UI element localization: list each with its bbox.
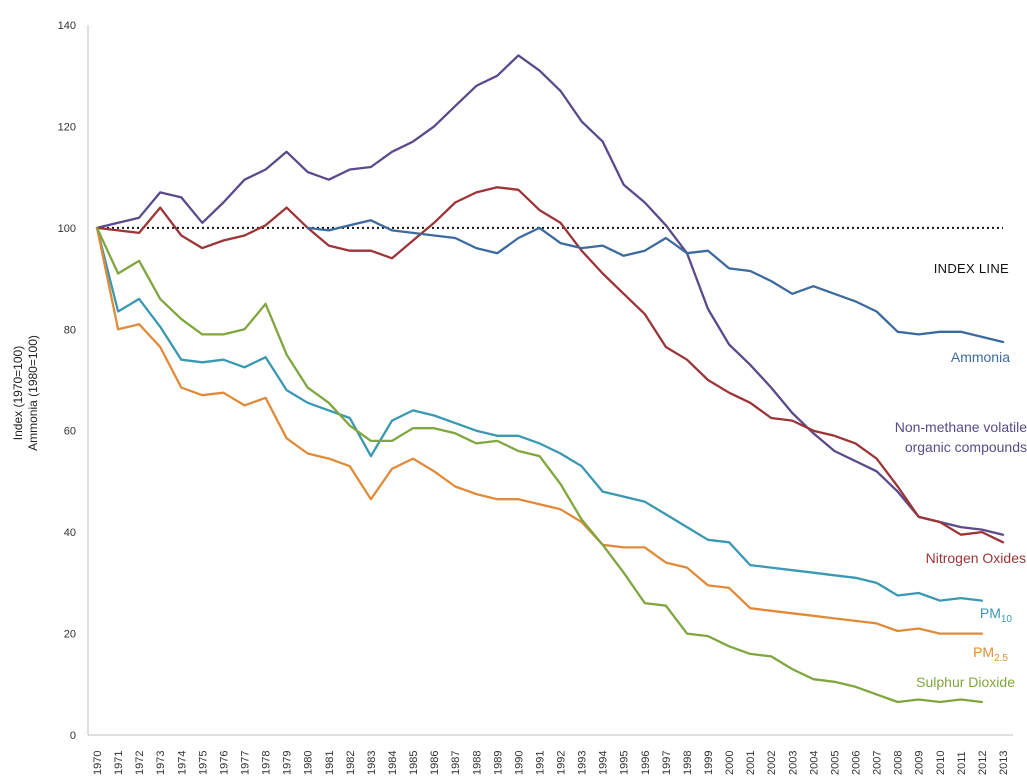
x-tick-label: 1996 [640, 751, 652, 775]
x-tick-label: 2008 [893, 751, 905, 775]
x-tick-label: 1992 [556, 751, 568, 775]
y-tick-label: 20 [64, 629, 76, 641]
x-tick-label: 2009 [914, 751, 926, 775]
series-line-ammonia [306, 219, 1005, 344]
index-line-group: INDEX LINE [97, 226, 1009, 276]
x-tick-label: 1976 [218, 751, 230, 775]
y-tick-label: 0 [70, 730, 76, 742]
x-tick-label: 1971 [113, 751, 125, 775]
x-tick-label: 1970 [92, 751, 104, 775]
series-label-non-methane-volatile-organic-compounds: organic compounds [905, 439, 1027, 455]
x-tick-label: 1988 [471, 751, 483, 775]
series-line-sulphur-dioxide [95, 226, 984, 704]
x-tick-label: 1999 [703, 751, 715, 775]
x-tick-label: 1990 [513, 751, 525, 775]
y-axis-title: Index (1970=100) Ammonia (1980=100) [11, 335, 40, 451]
x-tick-label: 2003 [787, 751, 799, 775]
series-lines [95, 54, 1005, 704]
y-tick-label: 100 [58, 223, 76, 235]
y-tick-label: 120 [58, 121, 76, 133]
x-tick-label: 2006 [851, 751, 863, 775]
x-tick-label: 1979 [282, 751, 294, 775]
x-tick-label: 1981 [324, 751, 336, 775]
x-tick-label: 1986 [429, 751, 441, 775]
x-tick-label: 2011 [956, 751, 968, 775]
series-line-pm10 [95, 226, 984, 602]
x-tick-label: 2012 [977, 751, 989, 775]
x-tick-labels: 1970 1971 1972 1973 1974 1975 1976 1977 1978 1979… [92, 751, 1010, 775]
series-label-pm2-5: PM2.5 [973, 644, 1008, 664]
series-label-non-methane-volatile-organic-compounds: Non-methane volatile [895, 419, 1027, 435]
x-tick-label: 1978 [261, 751, 273, 775]
x-tick-label: 2001 [745, 751, 757, 775]
series-label-ammonia: Ammonia [951, 349, 1010, 365]
series-labels: Non-methane volatile organic compounds Nit… [895, 349, 1027, 690]
x-tick-label: 2000 [724, 751, 736, 775]
x-tick-label: 2010 [935, 751, 947, 775]
y-tick-label: 40 [64, 527, 76, 539]
x-tick-label: 1985 [408, 751, 420, 775]
y-tick-labels: 0 20 40 60 80 100 120 140 [58, 20, 76, 742]
series-label-nitrogen-oxides: Nitrogen Oxides [926, 550, 1026, 566]
x-tick-label: 1983 [366, 751, 378, 775]
x-tick-label: 1972 [134, 751, 146, 775]
y-tick-label: 80 [64, 324, 76, 336]
series-line-non-methane-volatile-organic-compounds [95, 54, 1005, 536]
x-tick-label: 2004 [808, 751, 820, 775]
x-tick-label: 2013 [998, 751, 1010, 775]
x-tick-label: 1995 [619, 751, 631, 775]
x-tick-label: 1991 [534, 751, 546, 775]
x-tick-label: 1977 [239, 751, 251, 775]
x-axis: 1970 1971 1972 1973 1974 1975 1976 1977 1978 1979… [88, 734, 1013, 775]
x-tick-label: 1993 [577, 751, 589, 775]
y-tick-label: 140 [58, 20, 76, 32]
x-tick-label: 1973 [155, 751, 167, 775]
x-tick-label: 2005 [829, 751, 841, 775]
x-tick-label: 1975 [197, 751, 209, 775]
series-label-sulphur-dioxide: Sulphur Dioxide [916, 674, 1015, 690]
x-tick-label: 1997 [661, 751, 673, 775]
y-axis-title-line-1: Index (1970=100) [11, 346, 25, 440]
x-tick-label: 2007 [872, 751, 884, 775]
series-line-pm2-5 [95, 226, 984, 635]
x-tick-label: 1998 [682, 751, 694, 775]
x-tick-label: 2002 [766, 751, 778, 775]
series-label-pm10: PM10 [980, 605, 1013, 625]
index-line-label: INDEX LINE [934, 261, 1009, 276]
series-line-nitrogen-oxides [95, 186, 1005, 544]
y-tick-label: 60 [64, 426, 76, 438]
x-tick-label: 1980 [303, 751, 315, 775]
x-tick-label: 1989 [492, 751, 504, 775]
x-tick-label: 1994 [598, 751, 610, 775]
x-tick-label: 1984 [387, 751, 399, 775]
x-tick-label: 1982 [345, 751, 357, 775]
y-axis-title-line-2: Ammonia (1980=100) [26, 335, 40, 451]
y-axis: 0 20 40 60 80 100 120 140 [58, 20, 89, 742]
x-tick-label: 1987 [450, 751, 462, 775]
x-tick-label: 1974 [176, 751, 188, 775]
